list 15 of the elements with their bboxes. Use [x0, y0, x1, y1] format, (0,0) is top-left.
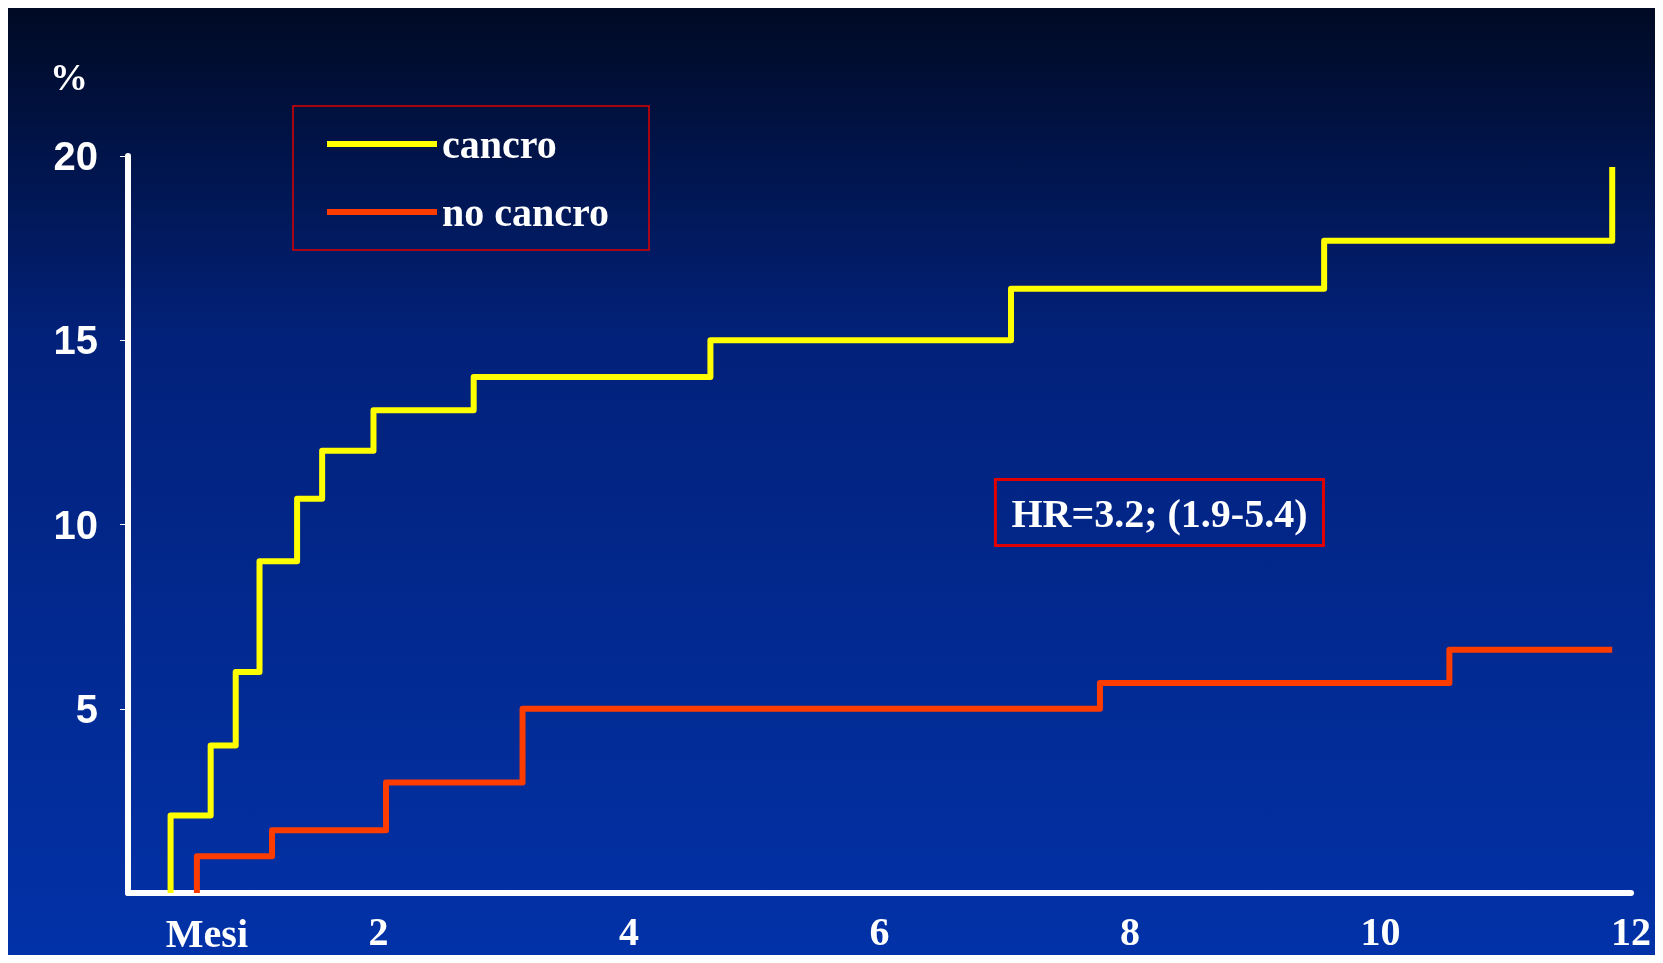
x-tick-label: 6	[869, 908, 890, 954]
x-tick-label: 12	[1611, 908, 1651, 954]
y-tick-label: 20	[53, 134, 98, 178]
x-tick-label: 8	[1120, 908, 1140, 954]
y-tick-label: 10	[53, 502, 98, 547]
x-tick-label: 4	[619, 908, 639, 954]
y-tick-label: 5	[75, 686, 98, 731]
x-tick-label: 10	[1360, 908, 1401, 954]
x-tick-label: 2	[368, 908, 389, 954]
annotation: HR=3.2; (1.9-5.4)	[1011, 491, 1308, 536]
y-axis-title: %	[50, 56, 88, 98]
legend-label: no cancro	[442, 189, 610, 235]
legend-label: cancro	[442, 121, 557, 167]
x-axis-title: Mesi	[165, 910, 248, 956]
y-tick-label: 15	[53, 318, 98, 363]
